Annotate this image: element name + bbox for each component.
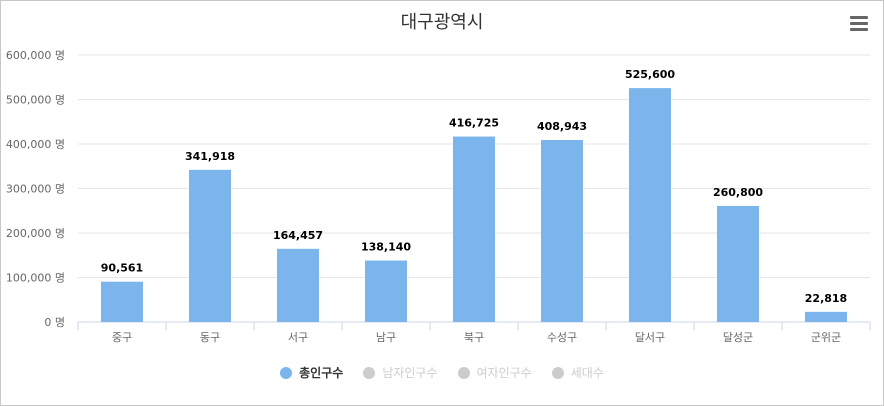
legend-label: 남자인구수 [382, 366, 438, 380]
legend-label: 여자인구수 [476, 366, 532, 380]
x-tick-label: 중구 [112, 331, 132, 344]
x-tick-label: 동구 [200, 331, 220, 344]
data-label: 164,457 [273, 229, 323, 242]
bar-1[interactable] [101, 281, 143, 322]
bar-7[interactable] [629, 88, 671, 322]
legend-label: 세대수 [570, 366, 604, 380]
y-tick-label: 200,000 명 [6, 227, 65, 240]
x-tick-label: 남구 [376, 331, 396, 344]
y-tick-label: 400,000 명 [6, 138, 65, 151]
y-tick-label: 100,000 명 [6, 272, 65, 285]
legend-dot-icon [363, 366, 376, 379]
x-tick-label: 수성구 [547, 331, 577, 344]
data-label: 260,800 [713, 186, 763, 199]
y-tick-label: 500,000 명 [6, 94, 65, 107]
x-tick-label: 서구 [288, 331, 308, 344]
bar-8[interactable] [717, 205, 759, 322]
chart-title: 대구광역시 [400, 12, 484, 33]
data-label: 138,140 [361, 241, 411, 254]
bar-6[interactable] [541, 140, 583, 322]
y-tick-label: 0 명 [44, 316, 65, 329]
x-tick-label: 달서구 [635, 331, 665, 344]
bar-2[interactable] [189, 169, 231, 322]
legend-item-4[interactable]: 세대수 [551, 364, 604, 381]
x-tick-label: 군위군 [811, 331, 841, 344]
legend-item-3[interactable]: 여자인구수 [457, 364, 532, 381]
bar-5[interactable] [453, 136, 495, 322]
legend-dot-icon [457, 366, 470, 379]
data-label: 22,818 [805, 292, 847, 305]
bar-9[interactable] [805, 311, 847, 322]
legend-item-1[interactable]: 총인구수 [280, 364, 343, 381]
bar-4[interactable] [365, 260, 407, 322]
data-label: 341,918 [185, 150, 235, 163]
x-tick-label: 달성군 [723, 331, 753, 344]
bar-3[interactable] [277, 248, 319, 322]
legend-dot-icon [551, 366, 564, 379]
legend-label: 총인구수 [299, 366, 344, 380]
x-tick-label: 북구 [464, 331, 484, 344]
data-label: 416,725 [449, 117, 499, 130]
y-tick-label: 300,000 명 [6, 183, 65, 196]
menu-icon[interactable] [850, 16, 868, 32]
legend: 총인구수 남자인구수 여자인구수 세대수 [0, 364, 884, 381]
legend-dot-icon [280, 366, 293, 379]
data-label: 408,943 [537, 120, 587, 133]
y-tick-label: 600,000 명 [6, 49, 65, 62]
data-label: 90,561 [101, 262, 143, 275]
data-label: 525,600 [625, 68, 675, 81]
legend-item-2[interactable]: 남자인구수 [363, 364, 438, 381]
